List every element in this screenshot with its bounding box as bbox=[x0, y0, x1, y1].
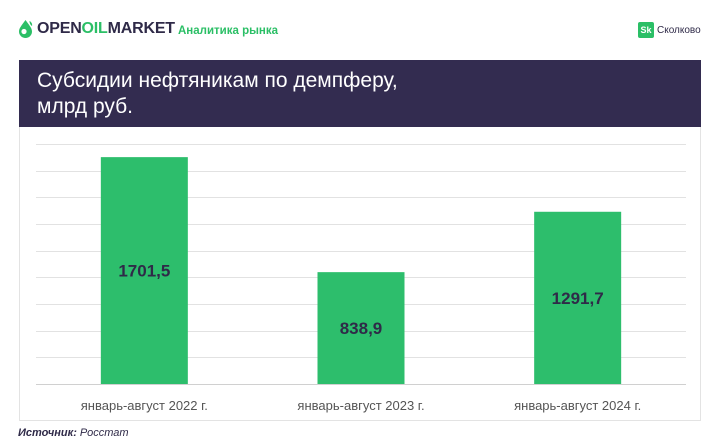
bar-value-label: 1291,7 bbox=[552, 289, 604, 308]
market-analytics-subtitle: Аналитика рынка bbox=[178, 25, 279, 37]
source-value: Росстат bbox=[79, 427, 129, 439]
bar bbox=[534, 211, 622, 384]
header: OPENOILMARKET Аналитика рынка Sk Сколков… bbox=[0, 0, 720, 60]
source-label: Источник: bbox=[18, 427, 77, 439]
bar-value-label: 838,9 bbox=[340, 319, 383, 338]
category-tick-label: январь-август 2023 г. bbox=[297, 398, 424, 413]
openoilmarket-logo[interactable]: OPENOILMARKET bbox=[17, 18, 175, 40]
chart-title-line-1: Субсидии нефтяникам по демпферу, bbox=[37, 69, 398, 92]
value-labels: 1701,5 838,9 1291,7 bbox=[118, 262, 603, 339]
bar bbox=[100, 157, 188, 384]
title-band: Субсидии нефтяникам по демпферу, млрд ру… bbox=[19, 60, 701, 127]
bars bbox=[100, 157, 622, 384]
oil-drop-icon bbox=[19, 20, 33, 38]
x-axis: январь-август 2022 г. январь-август 2023 … bbox=[36, 384, 686, 413]
chart-frame: 1701,5 838,9 1291,7 январь-август 2022 г. я… bbox=[19, 127, 701, 421]
bar-value-label: 1701,5 bbox=[118, 262, 170, 281]
chart-title-line-2: млрд руб. bbox=[37, 95, 134, 118]
category-tick-label: январь-август 2024 г. bbox=[514, 398, 641, 413]
source-note: Источник: Росстат bbox=[18, 425, 129, 441]
skolkovo-logo-icon: Sk bbox=[638, 22, 654, 38]
category-tick-label: январь-август 2022 г. bbox=[81, 398, 208, 413]
logo-text: OPENOILMARKET bbox=[37, 20, 175, 37]
skolkovo-label: Сколково bbox=[657, 25, 701, 36]
chart-title: Субсидии нефтяникам по демпферу, млрд ру… bbox=[37, 68, 657, 120]
bar bbox=[317, 272, 405, 384]
